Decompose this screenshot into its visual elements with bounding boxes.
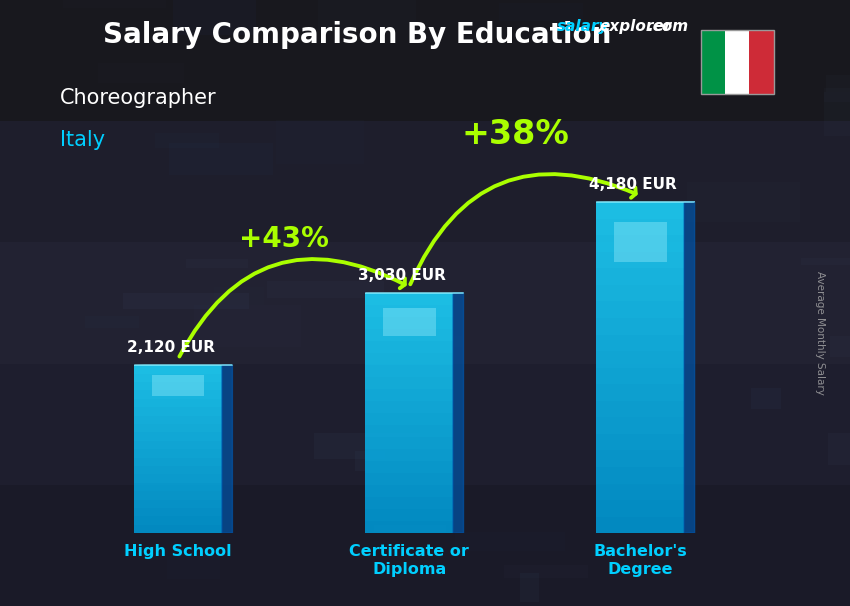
Bar bbox=[597, 517, 684, 533]
Bar bbox=[597, 351, 684, 368]
Bar bbox=[597, 335, 684, 351]
Bar bbox=[366, 401, 453, 413]
Bar bbox=[597, 235, 684, 251]
Bar bbox=[366, 293, 453, 305]
Bar bbox=[597, 484, 684, 500]
Bar bbox=[597, 251, 684, 268]
Bar bbox=[366, 425, 453, 438]
Text: 4,180 EUR: 4,180 EUR bbox=[590, 177, 677, 191]
Bar bbox=[134, 449, 222, 458]
Bar bbox=[134, 508, 222, 516]
Bar bbox=[134, 374, 222, 382]
Bar bbox=[597, 418, 684, 434]
Bar bbox=[597, 301, 684, 318]
Bar bbox=[366, 521, 453, 533]
Bar bbox=[134, 525, 222, 533]
Bar bbox=[134, 458, 222, 466]
Bar bbox=[597, 202, 684, 219]
Bar bbox=[366, 353, 453, 365]
Bar bbox=[366, 377, 453, 389]
Text: +43%: +43% bbox=[240, 225, 329, 253]
Bar bbox=[366, 485, 453, 498]
Bar bbox=[134, 407, 222, 416]
Bar bbox=[134, 382, 222, 390]
Bar bbox=[134, 416, 222, 424]
Bar bbox=[134, 483, 222, 491]
Bar bbox=[134, 424, 222, 433]
Bar bbox=[134, 399, 222, 407]
Bar bbox=[597, 467, 684, 484]
Bar bbox=[366, 498, 453, 509]
Polygon shape bbox=[222, 365, 232, 533]
Bar bbox=[597, 368, 684, 384]
Bar bbox=[366, 329, 453, 341]
Text: explorer: explorer bbox=[599, 19, 672, 35]
Text: salary: salary bbox=[557, 19, 609, 35]
Bar bbox=[597, 450, 684, 467]
Bar bbox=[366, 438, 453, 449]
Text: Choreographer: Choreographer bbox=[60, 88, 216, 108]
Text: Italy: Italy bbox=[60, 130, 105, 150]
Bar bbox=[366, 317, 453, 329]
Polygon shape bbox=[684, 202, 694, 533]
Bar bbox=[134, 390, 222, 399]
Bar bbox=[366, 365, 453, 377]
Bar bbox=[366, 389, 453, 401]
Bar bbox=[134, 433, 222, 441]
Bar bbox=[134, 441, 222, 449]
Bar bbox=[134, 466, 222, 474]
Bar bbox=[597, 268, 684, 285]
Bar bbox=[366, 305, 453, 317]
Polygon shape bbox=[453, 293, 463, 533]
Bar bbox=[597, 285, 684, 301]
Bar bbox=[366, 341, 453, 353]
Text: Average Monthly Salary: Average Monthly Salary bbox=[815, 271, 825, 395]
Bar bbox=[366, 461, 453, 473]
Bar bbox=[597, 434, 684, 450]
Bar bbox=[597, 401, 684, 418]
Bar bbox=[366, 509, 453, 521]
Text: 3,030 EUR: 3,030 EUR bbox=[359, 268, 446, 283]
Bar bbox=[134, 500, 222, 508]
Bar bbox=[366, 413, 453, 425]
Bar bbox=[597, 219, 684, 235]
Bar bbox=[134, 491, 222, 500]
Bar bbox=[597, 500, 684, 517]
Text: Salary Comparison By Education: Salary Comparison By Education bbox=[103, 21, 611, 49]
Text: 2,120 EUR: 2,120 EUR bbox=[128, 340, 215, 355]
Bar bbox=[134, 365, 222, 374]
Bar bbox=[366, 449, 453, 461]
Bar bbox=[152, 375, 205, 396]
Bar bbox=[366, 473, 453, 485]
Bar bbox=[597, 318, 684, 335]
Text: +38%: +38% bbox=[462, 118, 570, 151]
Text: .com: .com bbox=[648, 19, 689, 35]
Bar bbox=[134, 474, 222, 483]
Bar bbox=[134, 516, 222, 525]
Bar bbox=[382, 308, 435, 336]
Bar bbox=[614, 222, 666, 262]
Bar bbox=[597, 384, 684, 401]
